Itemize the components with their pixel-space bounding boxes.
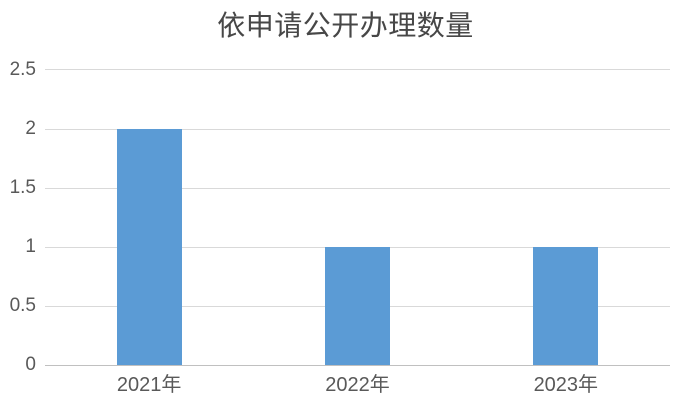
y-axis-tick-label: 1.5 [9,177,36,198]
gridline [45,188,670,189]
bar [533,247,599,365]
y-axis: 0 0.5 1 1.5 2 2.5 [0,0,36,411]
x-axis-tick-label: 2023年 [533,374,599,396]
bar [116,129,182,365]
x-axis-line [45,365,670,366]
bar [325,247,390,365]
y-axis-tick-label: 0.5 [9,295,36,316]
plot-area [45,69,670,366]
gridline [45,129,670,130]
gridline [45,69,670,70]
chart-title: 依申请公开办理数量 [217,11,474,42]
y-axis-tick-label: 2 [25,118,36,139]
x-axis-tick-label: 2021年 [116,374,182,396]
y-axis-tick-label: 1 [25,236,36,257]
y-axis-tick-label: 2.5 [9,59,36,80]
x-axis-tick-label: 2022年 [325,374,390,396]
x-axis: 2021年 2022年 2023年 [0,372,691,402]
y-axis-tick-label: 0 [25,354,36,375]
